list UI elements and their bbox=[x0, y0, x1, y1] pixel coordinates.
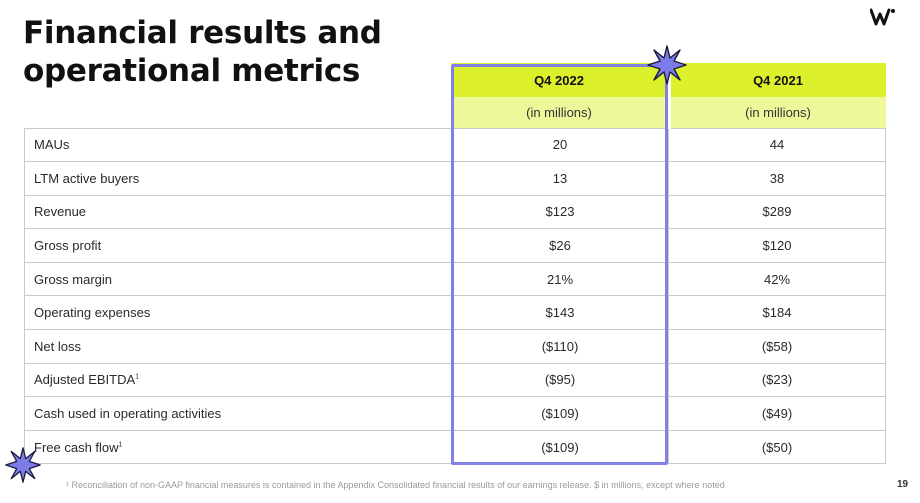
sparkle-star-icon bbox=[647, 45, 687, 85]
value-q4-2021: 44 bbox=[668, 127, 886, 163]
row-label-text: LTM active buyers bbox=[34, 170, 140, 186]
row-label-text: Adjusted EBITDA bbox=[34, 372, 136, 388]
table-row: Cash used in operating activities ($109)(… bbox=[24, 396, 886, 431]
column-header-q4-2021: Q4 2021 bbox=[666, 63, 886, 97]
table-row: Adjusted EBITDA1 ($95) ($23) bbox=[24, 362, 886, 398]
slide-title: Financial results and operational metric… bbox=[23, 15, 382, 89]
sparkle-star-icon bbox=[5, 447, 41, 483]
value-q4-2022: ($95) bbox=[451, 362, 669, 398]
table-row: MAUs 20 44 bbox=[24, 127, 886, 163]
value-q4-2022: $143 bbox=[451, 295, 669, 331]
value-q4-2021: $289 bbox=[668, 194, 886, 230]
table-row: LTM active buyers 13 38 bbox=[24, 161, 886, 196]
table-row: Operating expenses $143 $184 bbox=[24, 295, 886, 331]
row-label: Gross profit bbox=[24, 228, 452, 263]
table-row: Net loss ($110) ($58) bbox=[24, 329, 886, 364]
row-label: Adjusted EBITDA1 bbox=[24, 362, 452, 398]
row-label: Revenue bbox=[24, 194, 452, 230]
column-header-q4-2022: Q4 2022 bbox=[451, 63, 669, 97]
row-label-text: Revenue bbox=[34, 204, 87, 220]
table-row: Gross margin 21% 42% bbox=[24, 261, 886, 297]
column-subheader-q4-2022: (in millions) bbox=[451, 97, 669, 129]
value-q4-2021: 42% bbox=[668, 261, 886, 297]
row-label: MAUs bbox=[24, 127, 452, 163]
row-label-text: Gross margin bbox=[34, 271, 113, 287]
footnote-marker: 1 bbox=[135, 374, 140, 382]
row-label-text: Gross profit bbox=[34, 238, 102, 254]
table-row: Gross profit $26 $120 bbox=[24, 228, 886, 263]
value-q4-2022: ($109) bbox=[451, 396, 669, 431]
value-q4-2022: 20 bbox=[451, 127, 669, 163]
column-subheader-q4-2021: (in millions) bbox=[666, 97, 886, 129]
value-q4-2021: ($58) bbox=[668, 329, 886, 364]
row-label-text: Operating expenses bbox=[34, 305, 151, 321]
row-label: Gross margin bbox=[24, 261, 452, 297]
row-label: Cash used in operating activities bbox=[24, 396, 452, 431]
row-label-text: MAUs bbox=[34, 137, 70, 153]
financial-metrics-table: Q4 2022 Q4 2021 (in millions) (in millio… bbox=[24, 63, 886, 465]
value-q4-2021: 38 bbox=[668, 161, 886, 196]
footnote-marker: 1 bbox=[118, 441, 123, 449]
value-q4-2021: $184 bbox=[668, 295, 886, 331]
row-label: LTM active buyers bbox=[24, 161, 452, 196]
value-q4-2022: $26 bbox=[451, 228, 669, 263]
table-row: Free cash flow1 ($109) ($50) bbox=[24, 429, 886, 465]
table-row: Revenue $123 $289 bbox=[24, 194, 886, 230]
row-label: Net loss bbox=[24, 329, 452, 364]
row-label-text: Cash used in operating activities bbox=[34, 406, 222, 422]
value-q4-2021: ($23) bbox=[668, 362, 886, 398]
value-q4-2022: $123 bbox=[451, 194, 669, 230]
value-q4-2022: ($109) bbox=[451, 429, 669, 465]
value-q4-2022: 21% bbox=[451, 261, 669, 297]
row-label-text: Free cash flow bbox=[34, 439, 119, 455]
value-q4-2022: 13 bbox=[451, 161, 669, 196]
page-number: 19 bbox=[897, 479, 909, 490]
footnote: ¹ Reconciliation of non-GAAP financial m… bbox=[66, 480, 725, 490]
value-q4-2021: $120 bbox=[668, 228, 886, 263]
table-subheader-row: (in millions) (in millions) bbox=[24, 97, 886, 129]
value-q4-2021: ($49) bbox=[668, 396, 886, 431]
row-label: Operating expenses bbox=[24, 295, 452, 331]
wallapop-w-logo-icon bbox=[870, 8, 895, 26]
value-q4-2021: ($50) bbox=[668, 429, 886, 465]
table-header-row: Q4 2022 Q4 2021 bbox=[25, 63, 886, 97]
row-label: Free cash flow1 bbox=[24, 429, 452, 465]
value-q4-2022: ($110) bbox=[451, 329, 669, 364]
row-label-text: Net loss bbox=[34, 338, 81, 354]
